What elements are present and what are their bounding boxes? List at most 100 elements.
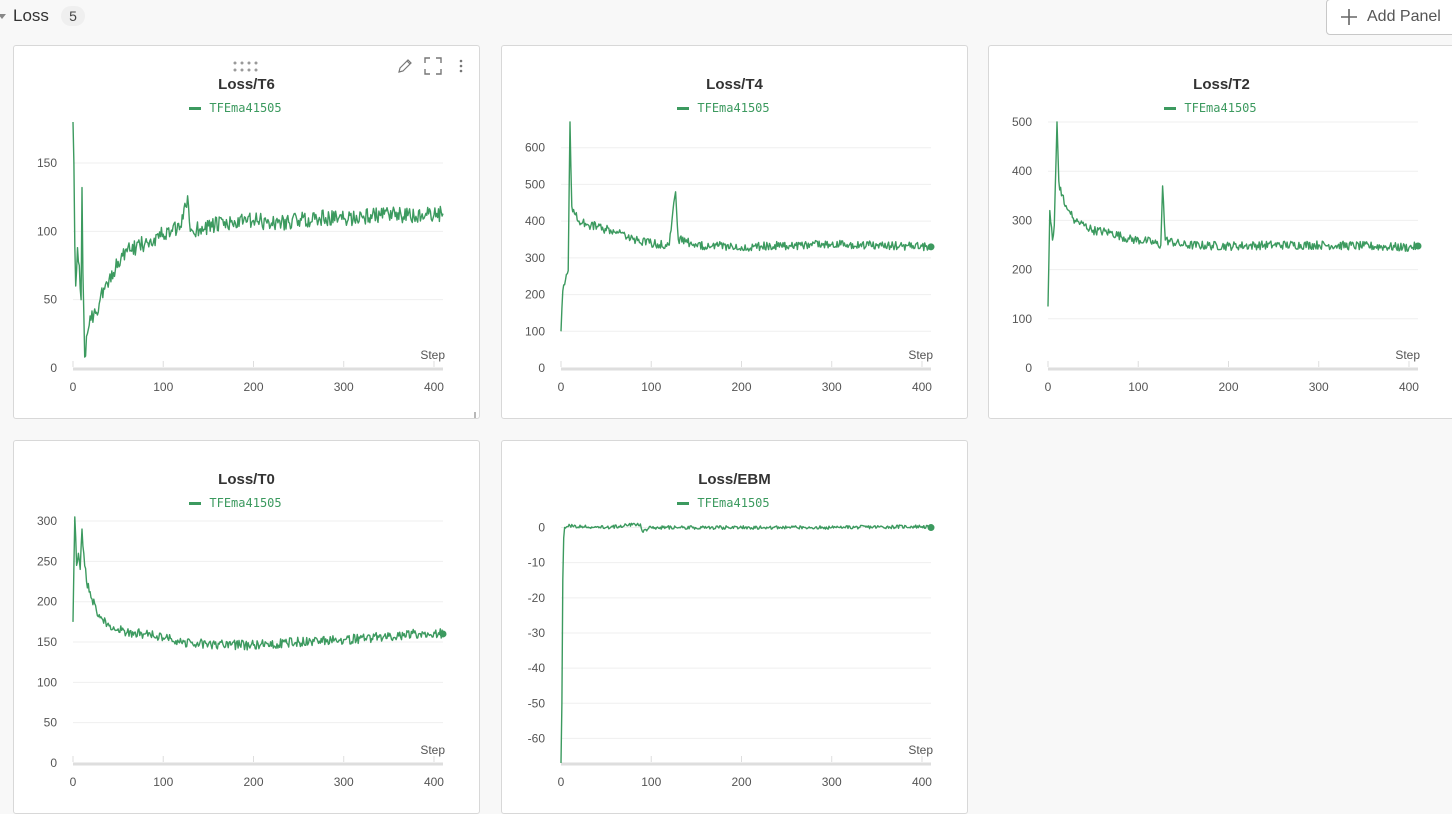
x-tick-label: 400 — [912, 380, 932, 394]
chart-legend[interactable]: TFEma41505 — [502, 496, 967, 510]
legend-label: TFEma41505 — [697, 496, 770, 510]
x-tick-label: 0 — [70, 380, 77, 394]
x-tick-label: 200 — [731, 775, 751, 789]
series-end-marker — [927, 243, 935, 251]
series-line — [560, 522, 932, 764]
legend-swatch — [677, 106, 690, 110]
chart-title: Loss/T6 — [218, 76, 275, 93]
legend-swatch — [189, 501, 202, 505]
y-tick-label: 400 — [1012, 164, 1032, 178]
y-tick-label: 150 — [37, 635, 57, 649]
x-axis-title: Step — [420, 743, 445, 757]
legend-label: TFEma41505 — [1184, 101, 1257, 115]
y-tick-label: 600 — [525, 141, 545, 155]
y-tick-label: 100 — [1012, 312, 1032, 326]
y-tick-label: 0 — [50, 756, 57, 770]
section-header: Loss 5 — [0, 0, 600, 34]
series-line — [72, 121, 444, 358]
edit-pencil-icon[interactable] — [395, 56, 415, 76]
y-tick-label: 300 — [525, 251, 545, 265]
chart-panel-loss-t6[interactable]: 0 50 100 150 0 100 200 300 400 Step Loss/T6 TFEma… — [13, 45, 480, 419]
chart-legend[interactable]: TFEma41505 — [14, 496, 479, 510]
x-tick-label: 300 — [822, 380, 842, 394]
x-tick-label: 100 — [1128, 380, 1148, 394]
x-tick-label: 100 — [641, 380, 661, 394]
add-panel-button[interactable]: Add Panel — [1326, 0, 1452, 35]
y-tick-label: -30 — [528, 626, 546, 640]
y-tick-label: 0 — [1025, 361, 1032, 375]
fullscreen-icon[interactable] — [423, 56, 443, 76]
series-end-marker — [1414, 242, 1422, 250]
chart-title: Loss/T2 — [1193, 76, 1250, 93]
series-line — [560, 121, 932, 332]
y-tick-label: 200 — [37, 595, 57, 609]
chart-title: Loss/EBM — [698, 471, 771, 488]
y-tick-label: 100 — [37, 675, 57, 689]
y-tick-label: 50 — [44, 716, 58, 730]
chart-title: Loss/T0 — [218, 471, 275, 488]
x-tick-label: 100 — [153, 380, 173, 394]
chart-panel-loss-ebm[interactable]: 0 -10 -20 -30 -40 -50 -60 0 100 200 300 400 Step Los… — [501, 440, 968, 814]
legend-label: TFEma41505 — [697, 101, 770, 115]
chart-svg: 0 100 200 300 400 500 600 0 100 200 300 400 Step — [525, 121, 935, 394]
y-tick-label: -60 — [528, 731, 546, 745]
resize-handle-icon[interactable] — [468, 407, 476, 418]
x-tick-label: 400 — [424, 380, 444, 394]
x-tick-label: 300 — [1309, 380, 1329, 394]
y-tick-label: 0 — [50, 361, 57, 375]
y-tick-label: 0 — [538, 521, 545, 535]
chart-title: Loss/T4 — [706, 76, 763, 93]
chart-svg: 0 -10 -20 -30 -40 -50 -60 0 100 200 300 400 Step — [528, 521, 935, 789]
x-tick-label: 300 — [334, 380, 354, 394]
chart-panel-loss-t2[interactable]: 0 100 200 300 400 500 0 100 200 300 400 Step Loss/T… — [988, 45, 1452, 419]
y-tick-label: 500 — [525, 177, 545, 191]
x-tick-label: 0 — [558, 380, 565, 394]
legend-swatch — [189, 106, 202, 110]
y-tick-label: 50 — [44, 293, 58, 307]
chart-panel-loss-t4[interactable]: 0 100 200 300 400 500 600 0 100 200 300 400 Step Los… — [501, 45, 968, 419]
drag-handle-icon[interactable] — [232, 60, 264, 74]
panel-toolbar — [387, 56, 471, 76]
chart-legend[interactable]: TFEma41505 — [502, 101, 967, 115]
y-tick-label: -50 — [528, 696, 546, 710]
y-tick-label: 200 — [1012, 263, 1032, 277]
add-panel-label: Add Panel — [1367, 8, 1441, 25]
y-tick-label: 250 — [37, 554, 57, 568]
x-tick-label: 200 — [1218, 380, 1238, 394]
legend-label: TFEma41505 — [209, 101, 282, 115]
x-tick-label: 0 — [558, 775, 565, 789]
collapse-caret-icon[interactable] — [0, 14, 6, 19]
x-tick-label: 200 — [243, 775, 263, 789]
legend-swatch — [677, 501, 690, 505]
section-count-badge: 5 — [61, 6, 85, 26]
section-title: Loss — [13, 6, 49, 25]
x-axis-title: Step — [1395, 348, 1420, 362]
y-tick-label: 100 — [37, 224, 57, 238]
x-tick-label: 0 — [70, 775, 77, 789]
y-tick-label: 300 — [1012, 213, 1032, 227]
x-tick-label: 300 — [822, 775, 842, 789]
chart-legend[interactable]: TFEma41505 — [14, 101, 479, 115]
chart-svg: 0 50 100 150 0 100 200 300 400 Step — [37, 121, 445, 394]
x-tick-label: 200 — [731, 380, 751, 394]
legend-swatch — [1164, 106, 1177, 110]
chart-svg: 0 100 200 300 400 500 0 100 200 300 400 Step — [1012, 115, 1422, 394]
x-tick-label: 100 — [153, 775, 173, 789]
x-tick-label: 400 — [424, 775, 444, 789]
y-tick-label: -10 — [528, 556, 546, 570]
chart-legend[interactable]: TFEma41505 — [989, 101, 1452, 115]
series-end-marker — [927, 524, 935, 532]
x-axis-title: Step — [908, 743, 933, 757]
series-end-marker — [439, 630, 447, 638]
y-tick-label: -40 — [528, 661, 546, 675]
y-tick-label: 200 — [525, 288, 545, 302]
chart-panel-loss-t0[interactable]: 0 50 100 150 200 250 300 0 100 200 300 400 Step Loss… — [13, 440, 480, 814]
chart-svg: 0 50 100 150 200 250 300 0 100 200 300 400 Step — [37, 514, 447, 789]
series-line — [1047, 121, 1419, 307]
x-tick-label: 400 — [1399, 380, 1419, 394]
y-tick-label: 300 — [37, 514, 57, 528]
y-tick-label: -20 — [528, 591, 546, 605]
more-options-icon[interactable] — [451, 56, 471, 76]
legend-label: TFEma41505 — [209, 496, 282, 510]
x-tick-label: 300 — [334, 775, 354, 789]
